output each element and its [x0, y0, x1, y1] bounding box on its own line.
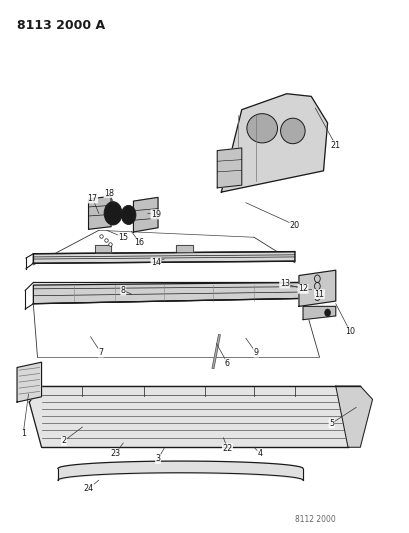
Text: 10: 10 [344, 327, 354, 336]
Polygon shape [221, 94, 327, 192]
Polygon shape [133, 197, 157, 232]
Text: 2: 2 [61, 437, 66, 446]
Text: 7: 7 [98, 348, 103, 357]
Text: 21: 21 [330, 141, 340, 150]
Text: 4: 4 [257, 449, 262, 458]
Text: 24: 24 [83, 484, 93, 493]
Circle shape [324, 309, 330, 317]
Text: 9: 9 [253, 348, 258, 357]
Polygon shape [94, 245, 111, 252]
Text: 15: 15 [118, 233, 128, 242]
Polygon shape [335, 386, 372, 447]
Text: 3: 3 [155, 455, 160, 463]
Text: 20: 20 [289, 221, 299, 230]
Circle shape [104, 201, 122, 225]
Text: 8112 2000: 8112 2000 [294, 514, 335, 523]
Text: 8113 2000 A: 8113 2000 A [17, 19, 105, 33]
Text: 8: 8 [121, 286, 126, 295]
Polygon shape [17, 362, 41, 402]
Circle shape [121, 205, 136, 224]
Polygon shape [33, 252, 294, 263]
Ellipse shape [280, 118, 304, 144]
Text: 23: 23 [110, 449, 120, 458]
Ellipse shape [246, 114, 277, 143]
Text: 14: 14 [151, 258, 161, 266]
Polygon shape [217, 148, 241, 188]
Circle shape [107, 206, 119, 221]
Polygon shape [176, 245, 192, 252]
Text: 12: 12 [297, 284, 308, 293]
Polygon shape [302, 306, 335, 320]
Text: 1: 1 [20, 430, 26, 439]
Text: 11: 11 [314, 289, 324, 298]
Text: 19: 19 [151, 210, 161, 219]
Polygon shape [33, 282, 302, 304]
Text: 22: 22 [222, 444, 232, 453]
Text: 13: 13 [279, 279, 289, 288]
Text: 16: 16 [134, 238, 144, 247]
Circle shape [124, 209, 133, 220]
Polygon shape [88, 196, 111, 229]
Text: 6: 6 [225, 359, 229, 368]
Text: 5: 5 [328, 419, 333, 428]
Polygon shape [298, 270, 335, 306]
Text: 17: 17 [88, 194, 97, 203]
Text: 18: 18 [104, 189, 114, 198]
Polygon shape [29, 386, 360, 447]
